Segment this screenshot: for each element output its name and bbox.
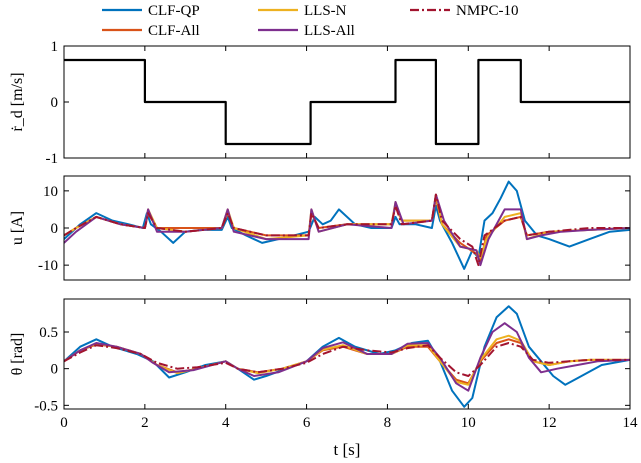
legend-label-lls-all: LLS-All xyxy=(304,23,355,39)
x-axis-label: t [s] xyxy=(334,440,361,459)
y-tick-label-rdot: -1 xyxy=(46,151,59,167)
y-axis-label-theta: θ [rad] xyxy=(9,333,26,376)
legend-label-lls-n: LLS-N xyxy=(304,3,347,19)
x-tick-label: 14 xyxy=(623,415,639,431)
y-tick-label-theta: -0.5 xyxy=(34,398,58,414)
y-tick-label-u: -10 xyxy=(38,258,58,274)
y-axis-label-u: u [A] xyxy=(9,211,26,245)
y-tick-label-u: 10 xyxy=(43,184,58,200)
x-tick-label: 2 xyxy=(141,415,149,431)
legend-label-nmpc-10: NMPC-10 xyxy=(456,3,519,19)
panel-u: -10 0 10 u [A] xyxy=(9,175,631,281)
x-tick-label: 0 xyxy=(60,415,68,431)
series-theta-clf-qp xyxy=(64,305,630,408)
legend-label-clf-all: CLF-All xyxy=(148,23,200,39)
series-rdot-reference xyxy=(64,58,630,146)
series-u-clf-all xyxy=(64,197,630,263)
x-tick-label: 6 xyxy=(303,415,311,431)
series-u-lls-all xyxy=(64,193,630,267)
x-tick-label: 10 xyxy=(461,415,476,431)
axes-frame-theta xyxy=(63,298,631,410)
axes-frame-u xyxy=(63,175,631,281)
y-tick-label-rdot: 1 xyxy=(51,39,59,55)
x-tick-label: 12 xyxy=(542,415,557,431)
x-tick-label: 8 xyxy=(384,415,392,431)
x-tick-label: 4 xyxy=(222,415,230,431)
series-theta-lls-all xyxy=(64,322,630,392)
legend-label-clf-qp: CLF-QP xyxy=(148,3,200,19)
y-tick-label-u: 0 xyxy=(51,221,59,237)
y-tick-label-theta: 0 xyxy=(51,362,59,378)
series-u-lls-n xyxy=(64,193,630,259)
y-tick-label-rdot: 0 xyxy=(51,95,59,111)
panel-rdot: -1 0 1 ṙ_d [m/s] xyxy=(9,39,631,167)
y-tick-label-theta: 0.5 xyxy=(39,325,58,341)
y-axis-label-rdot: ṙ_d [m/s] xyxy=(9,72,26,131)
legend: CLF-QP LLS-N NMPC-10 CLF-All LLS-All xyxy=(102,3,519,39)
series-theta-nmpc-10 xyxy=(64,342,630,377)
panel-theta: -0.500.50 2 4 6 8 10 12 14θ [rad] xyxy=(9,298,639,431)
series-u-nmpc-10 xyxy=(64,193,630,267)
series-u-clf-qp xyxy=(64,180,630,270)
